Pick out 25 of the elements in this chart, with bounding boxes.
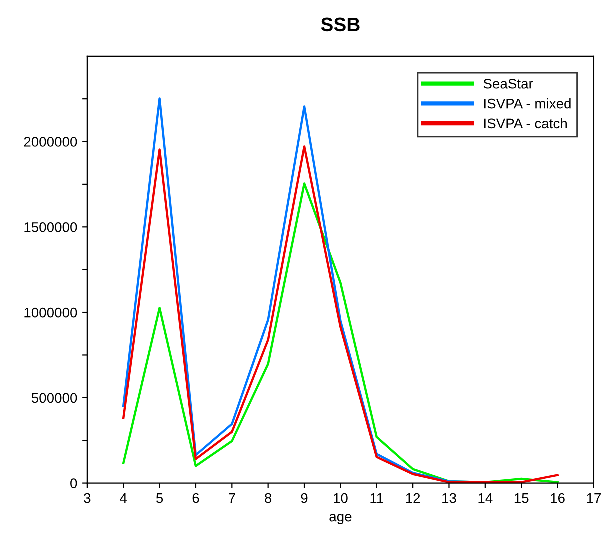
x-tick-label: 9	[301, 493, 308, 504]
x-tick-label: 15	[514, 494, 529, 504]
legend-label: ISVPA - catch	[484, 118, 567, 129]
y-tick-label: 0	[70, 478, 78, 488]
x-tick-label: 4	[120, 494, 128, 504]
x-tick-label: 13	[442, 493, 456, 504]
x-tick-label: 17	[587, 494, 601, 504]
x-tick-label: 10	[334, 493, 348, 504]
x-tick-label: 7	[229, 494, 236, 504]
y-tick-label: 2000000	[24, 137, 78, 147]
x-tick-label: 6	[192, 493, 200, 504]
x-tick-label: 3	[84, 493, 91, 504]
y-tick-label: 1500000	[24, 222, 78, 232]
x-tick-label: 14	[478, 494, 493, 504]
x-tick-label: 8	[265, 493, 272, 504]
y-tick-label: 1000000	[24, 308, 78, 318]
chart-title: SSB	[321, 18, 360, 32]
legend-label: ISVPA - mixed	[484, 98, 571, 109]
x-tick-label: 12	[406, 493, 420, 504]
legend-label: SeaStar	[484, 78, 534, 89]
x-axis-title: age	[330, 514, 352, 524]
x-tick-label: 5	[156, 494, 164, 504]
x-tick-label: 11	[370, 494, 384, 504]
y-tick-label: 500000	[32, 393, 78, 404]
x-tick-label: 16	[551, 493, 565, 504]
